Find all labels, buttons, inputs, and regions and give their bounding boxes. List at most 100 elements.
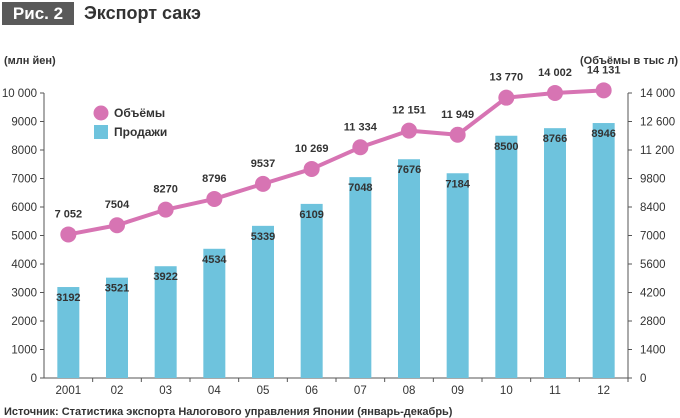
x-tick-label: 11	[549, 385, 561, 397]
bar-labels: 3192 3521 3922 4534 5339 6109 7048 7676 7184 8500…	[56, 128, 616, 304]
x-tick-label: 08	[403, 385, 416, 397]
legend: Объёмы Продажи	[76, 96, 186, 148]
bar	[154, 266, 177, 378]
bar	[398, 159, 420, 378]
bar-value-label: 8946	[591, 128, 615, 140]
bar-value-label: 5339	[251, 231, 275, 243]
line-point	[352, 139, 369, 156]
y-tick-label-right: 5600	[640, 259, 666, 271]
bar-value-label: 3922	[153, 271, 177, 283]
bar-value-label: 8500	[494, 141, 518, 153]
y-tick-label-right: 2800	[640, 316, 666, 328]
bar	[446, 173, 469, 378]
y-tick-label-right: 11 200	[640, 145, 674, 157]
x-tick-label: 2001	[56, 385, 82, 397]
y-tick-label-right: 14 000	[640, 88, 675, 100]
line-value-label: 13 770	[490, 72, 524, 84]
x-tick-label: 04	[208, 385, 221, 397]
x-tick-label: 09	[451, 385, 464, 397]
line-value-label: 7 052	[55, 208, 83, 220]
bar	[544, 128, 566, 378]
x-tick-label: 06	[305, 385, 318, 397]
figure-badge: Рис. 2	[2, 2, 74, 25]
y-tick-label-left: 9000	[11, 117, 37, 129]
x-tick-label: 07	[354, 385, 367, 397]
line-series	[60, 82, 612, 243]
y-tick-label-right: 1400	[640, 345, 666, 357]
y-tick-label-right: 12 600	[640, 117, 675, 129]
line-point	[255, 175, 271, 192]
bar-value-label: 7048	[348, 182, 372, 194]
y-axis-label-right: (Объёмы в тыс л)	[580, 55, 678, 67]
bar	[592, 123, 615, 378]
line-labels: 7 052 7504 8270 8796 9537 10 269 11 334 12 151 1…	[55, 64, 621, 220]
bar-value-label: 3192	[56, 292, 80, 304]
bar-value-label: 7184	[445, 178, 470, 190]
line-point	[498, 89, 515, 106]
y-tick-label-left: 0	[31, 373, 37, 385]
y-tick-label-right: 4200	[640, 288, 666, 300]
y-tick-label-left: 8000	[11, 145, 37, 157]
y-tick-label-left: 4000	[11, 259, 37, 271]
line-value-label: 14 131	[587, 64, 621, 76]
line-point	[303, 160, 320, 177]
x-tick-label: 10	[500, 385, 513, 397]
x-tick-label: 02	[111, 385, 124, 397]
x-tick-label: 03	[159, 385, 172, 397]
y-tick-label-left: 5000	[11, 231, 37, 243]
line-value-label: 8270	[153, 184, 177, 196]
legend-label-sales: Продажи	[114, 125, 167, 139]
y-tick-label-left: 6000	[11, 202, 37, 214]
legend-label-volume: Объёмы	[114, 106, 165, 120]
axes: 0 0 1000 1400 2000 2800 3000 4200 4000 5600 5000 70…	[2, 88, 675, 397]
line-point	[595, 82, 612, 99]
line-value-label: 11 949	[441, 109, 474, 121]
y-tick-label-right: 9800	[640, 174, 666, 186]
line-value-label: 7504	[105, 199, 130, 211]
y-tick-label-left: 1000	[11, 345, 37, 357]
bar	[349, 177, 372, 378]
bar	[106, 277, 128, 378]
legend-box	[76, 96, 186, 148]
line-point	[547, 84, 563, 101]
line-point	[60, 226, 77, 243]
bar-series	[57, 123, 615, 378]
x-tick-label: 12	[597, 385, 610, 397]
bar	[252, 225, 274, 378]
bar	[57, 287, 80, 378]
line-point	[206, 190, 223, 207]
series-line	[67, 88, 604, 237]
source-note: Источник: Статистика экспорта Налогового…	[4, 406, 453, 418]
line-value-label: 10 269	[295, 143, 329, 155]
bar-value-label: 3521	[105, 283, 129, 295]
bar-value-label: 4534	[202, 254, 227, 266]
line-point	[157, 201, 174, 218]
y-axis-label-left: (млн йен)	[4, 55, 56, 67]
x-tick-label: 05	[257, 385, 270, 397]
legend-marker-sales	[94, 125, 108, 139]
line-value-label: 9537	[251, 158, 275, 170]
y-tick-label-right: 0	[640, 373, 646, 385]
bar	[203, 248, 226, 378]
line-point	[109, 217, 125, 234]
line-value-label: 8796	[202, 173, 226, 185]
line-point	[401, 122, 417, 139]
bar-value-label: 7676	[397, 164, 421, 176]
y-tick-label-left: 3000	[11, 288, 37, 300]
line-value-label: 14 002	[538, 67, 572, 79]
y-tick-label-left: 7000	[11, 174, 37, 186]
legend-marker-volume	[93, 105, 109, 121]
line-value-label: 11 334	[344, 121, 378, 133]
line-value-label: 12 151	[392, 105, 426, 117]
bar-value-label: 8766	[543, 133, 567, 145]
y-tick-label-right: 7000	[640, 231, 666, 243]
bar-value-label: 6109	[299, 209, 323, 221]
bar	[495, 135, 518, 378]
bar	[300, 203, 323, 378]
y-tick-label-left: 10 000	[2, 88, 37, 100]
line-point	[449, 126, 466, 143]
y-tick-label-right: 8400	[640, 202, 666, 214]
figure-title: Экспорт сакэ	[84, 3, 201, 23]
y-tick-label-left: 2000	[11, 316, 37, 328]
